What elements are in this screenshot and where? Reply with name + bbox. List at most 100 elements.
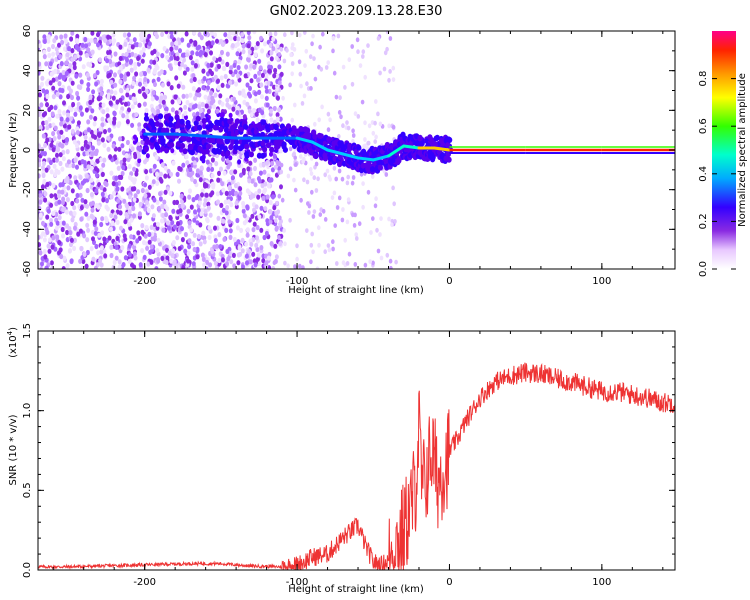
spectrogram-x-ticks: -200 -100 0 100 [52, 31, 664, 287]
spectrogram-cell [151, 179, 156, 185]
spectrogram-cell [189, 78, 194, 84]
spectrogram-cell [184, 154, 189, 160]
spectrogram-cell [383, 50, 388, 56]
spectrogram-cell [146, 67, 151, 73]
spectrogram-cell [136, 145, 141, 151]
spectrogram-cell [86, 47, 91, 53]
spectrogram-cell [232, 263, 237, 269]
spectrogram-cell [43, 151, 47, 157]
spectrogram-cell [255, 41, 260, 47]
spectrogram-cell [137, 158, 142, 164]
spectrogram-cell [57, 215, 62, 221]
spectrogram-ridge-cell [216, 119, 222, 126]
spectrogram-cell [50, 111, 55, 117]
spectrogram-cell [82, 251, 87, 257]
spectrogram-cell [122, 198, 127, 204]
spectrogram-cell [253, 262, 258, 268]
spectrogram-cell [47, 52, 52, 59]
spectrogram-cell [127, 163, 132, 170]
spectrogram-cell [255, 224, 260, 231]
spectrogram-cell [112, 110, 117, 116]
spectrogram-cell [334, 94, 339, 100]
spectrogram-cell [187, 220, 192, 226]
snr-scale-note: (x104) [6, 327, 19, 358]
spectrogram-cell [267, 64, 272, 70]
spectrogram-cell [80, 146, 85, 152]
spectrogram-cell [225, 204, 230, 211]
spectrogram-cell [125, 92, 130, 98]
spectrogram-cell [80, 42, 85, 48]
spectrogram-cell [252, 207, 256, 213]
spectrogram-cell [246, 43, 251, 49]
spectrogram-cell [189, 38, 194, 44]
spectrogram-cell [233, 35, 238, 42]
spectrogram-cell [201, 85, 206, 91]
spectrogram-cell [170, 220, 175, 226]
spectrogram-cell [143, 206, 148, 212]
spectrogram-cell [48, 159, 53, 166]
spectrogram-cell [247, 49, 252, 55]
spectrogram-cell [353, 111, 358, 117]
spectrogram-cell [259, 205, 264, 211]
spectrogram-cell [297, 59, 302, 65]
spectrogram-cell [99, 221, 104, 228]
spectrogram-cell [170, 50, 175, 56]
spectrogram-cell [224, 190, 229, 196]
spectrogram-cell [201, 230, 206, 236]
spectrogram-cell [161, 82, 165, 88]
spectrogram-cell [127, 221, 131, 227]
spectrogram-cell [49, 71, 54, 77]
spectrogram-ridge-cell [197, 124, 203, 131]
spectrogram-cell [172, 199, 177, 206]
spectrogram-cell [261, 162, 266, 168]
spectrogram-cell [351, 133, 356, 138]
spectrogram-cell [164, 106, 169, 112]
spectrogram-cell [273, 243, 278, 249]
spectrogram-cell [38, 125, 43, 131]
spectrogram-cell [276, 95, 280, 101]
spectrogram-cell [102, 187, 107, 193]
spectrogram-cell [86, 119, 91, 125]
spectrogram-cell [142, 101, 147, 107]
spectrogram-cell [247, 35, 252, 41]
spectrogram-cell [309, 259, 313, 265]
spectrogram-cell [68, 116, 73, 122]
spectrogram-cell [41, 220, 45, 226]
spectrogram-cell [183, 248, 188, 254]
spectrogram-cell [78, 192, 83, 198]
spectrogram-cell [184, 114, 188, 120]
spectrogram-cell [354, 232, 359, 238]
spectrogram-cell [69, 88, 73, 94]
spectrogram-cell [94, 188, 99, 194]
spectrogram-cell [299, 83, 303, 89]
spectrogram-cell [169, 65, 174, 71]
spectrogram-cell [125, 139, 130, 146]
spectrogram-cell [99, 185, 104, 191]
spectrogram-cell [142, 92, 147, 98]
spectrogram-cell [76, 95, 81, 101]
spectrogram-cell [165, 255, 170, 261]
spectrogram-cell [306, 201, 310, 207]
spectrogram-cell [141, 86, 146, 92]
spectrogram-cell [160, 53, 165, 59]
spectrogram-cell [253, 157, 258, 163]
figure-title: GN02.2023.209.13.28.E30 [270, 4, 443, 19]
spectrogram-cell [198, 222, 203, 228]
spectrogram-cell [230, 179, 235, 185]
spectrogram-cell [314, 188, 319, 193]
spectrogram-cell [311, 249, 315, 255]
spectrogram-cell [139, 50, 144, 56]
spectrogram-cell [351, 175, 356, 180]
spectrogram-cell [240, 109, 244, 115]
y-tick-label: 40 [22, 64, 33, 77]
spectrogram-cell [227, 219, 232, 225]
y-tick-label: 60 [22, 25, 33, 38]
spectrogram-cell [159, 69, 164, 75]
spectrogram-cell [202, 262, 207, 268]
spectrogram-image [38, 31, 398, 269]
spectrogram-cell [391, 124, 396, 130]
spectrogram-cell [210, 248, 215, 254]
spectrogram-cell [215, 243, 219, 249]
spectrogram-cell [75, 143, 79, 149]
spectrogram-cell [233, 69, 238, 75]
